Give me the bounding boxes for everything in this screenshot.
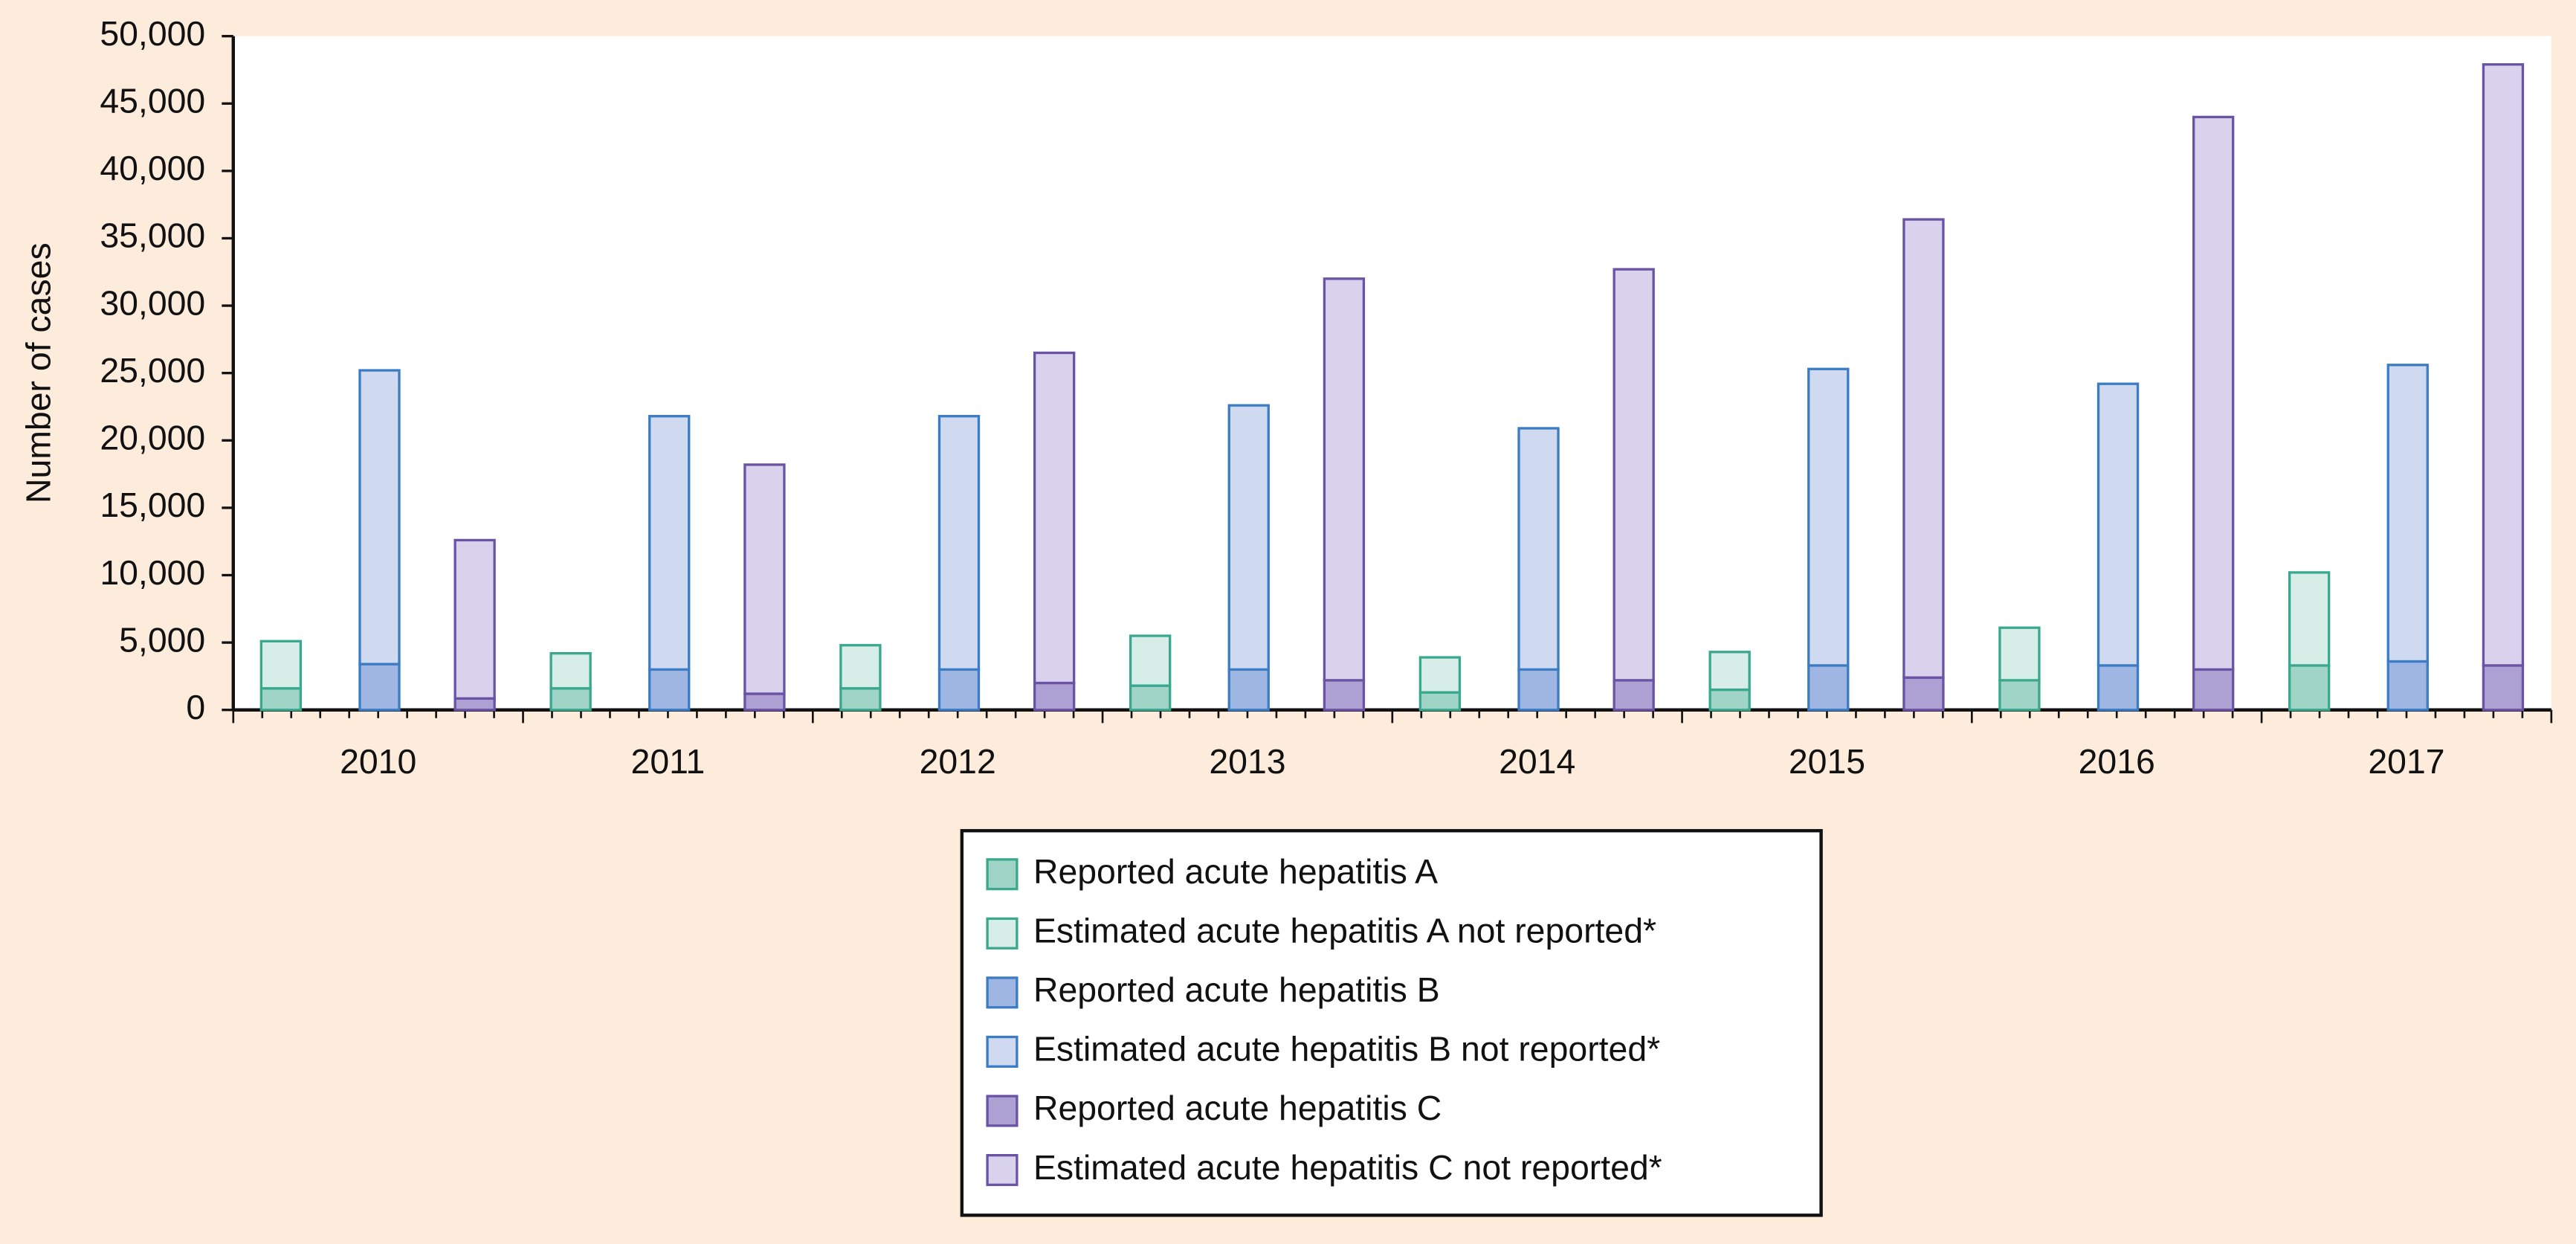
y-tick-label: 40,000: [100, 149, 205, 187]
y-tick-label: 10,000: [100, 553, 205, 592]
y-axis-label: Number of cases: [19, 242, 57, 503]
bar-segment: [1708, 651, 1751, 692]
y-tick-label: 5,000: [119, 620, 205, 659]
bar-segment: [1708, 688, 1751, 712]
bar-segment: [358, 369, 401, 665]
bar-segment: [453, 697, 496, 712]
bar-segment: [549, 651, 592, 690]
bar-segment: [1998, 626, 2041, 682]
bar-segment: [1323, 679, 1366, 712]
bar-segment: [937, 668, 981, 712]
bar-segment: [1129, 634, 1172, 687]
x-tick-label: 2015: [1789, 742, 1865, 781]
legend-label: Estimated acute hepatitis C not reported…: [1033, 1148, 1662, 1187]
x-tick-label: 2011: [631, 742, 706, 781]
y-tick-label: 20,000: [100, 419, 205, 457]
bar-segment: [648, 415, 691, 671]
bar-segment: [1807, 367, 1850, 667]
legend-swatch: [986, 1035, 1019, 1068]
bar-segment: [1613, 679, 1655, 712]
y-tick-label: 35,000: [100, 216, 205, 255]
y-tick-label: 25,000: [100, 351, 205, 390]
bar-segment: [1902, 218, 1945, 679]
bar-segment: [1033, 681, 1076, 712]
legend-label: Estimated acute hepatitis B not reported…: [1033, 1030, 1660, 1069]
bar-segment: [259, 687, 303, 712]
bar-segment: [648, 668, 691, 712]
bar-segment: [2096, 664, 2140, 712]
legend-swatch: [986, 1154, 1019, 1187]
bar-segment: [1902, 676, 1945, 712]
bar-segment: [2386, 660, 2429, 712]
bar-segment: [1517, 668, 1560, 712]
bar-segment: [2192, 668, 2235, 712]
bar-segment: [1998, 679, 2041, 712]
bar-segment: [1418, 691, 1462, 712]
bar-segment: [549, 687, 592, 712]
bar-segment: [259, 639, 303, 690]
bar-segment: [1517, 427, 1560, 671]
plot-area: [233, 36, 2551, 710]
x-tick-label: 2012: [920, 742, 996, 781]
y-tick-label: 0: [186, 688, 205, 726]
legend-swatch: [986, 858, 1019, 891]
bar-segment: [1613, 268, 1655, 682]
bar-segment: [743, 463, 786, 695]
y-tick-label: 30,000: [100, 283, 205, 322]
y-tick-label: 50,000: [100, 14, 205, 53]
legend-label: Estimated acute hepatitis A not reported…: [1033, 912, 1656, 950]
bar-segment: [2482, 664, 2525, 712]
bar-segment: [1418, 656, 1462, 694]
legend-swatch: [986, 917, 1019, 950]
legend-label: Reported acute hepatitis B: [1033, 970, 1440, 1009]
legend-label: Reported acute hepatitis C: [1033, 1089, 1442, 1127]
bar-segment: [1807, 664, 1850, 712]
bar-segment: [1323, 277, 1366, 682]
x-tick-label: 2014: [1499, 742, 1575, 781]
bar-segment: [2288, 664, 2331, 712]
bar-segment: [1227, 404, 1270, 671]
bar-segment: [358, 663, 401, 712]
bar-segment: [1033, 351, 1076, 685]
bar-segment: [2386, 364, 2429, 663]
bar-segment: [2288, 571, 2331, 667]
x-tick-label: 2017: [2368, 742, 2444, 781]
bar-segment: [839, 644, 882, 690]
bar-segment: [453, 538, 496, 700]
legend-swatch: [986, 1095, 1019, 1127]
x-tick-label: 2010: [340, 742, 416, 781]
bar-segment: [839, 687, 882, 712]
bar-segment: [2482, 63, 2525, 667]
x-tick-label: 2016: [2079, 742, 2155, 781]
bar-segment: [2192, 115, 2235, 671]
y-tick-label: 45,000: [100, 81, 205, 120]
legend-label: Reported acute hepatitis A: [1033, 852, 1438, 891]
bar-segment: [937, 415, 981, 671]
y-tick-label: 15,000: [100, 486, 205, 524]
legend-box: [960, 828, 1823, 1217]
x-tick-label: 2013: [1209, 742, 1285, 781]
bar-segment: [1227, 668, 1270, 712]
bar-segment: [1129, 684, 1172, 712]
bar-segment: [743, 692, 786, 712]
bar-segment: [2096, 382, 2140, 667]
legend-swatch: [986, 976, 1019, 1009]
